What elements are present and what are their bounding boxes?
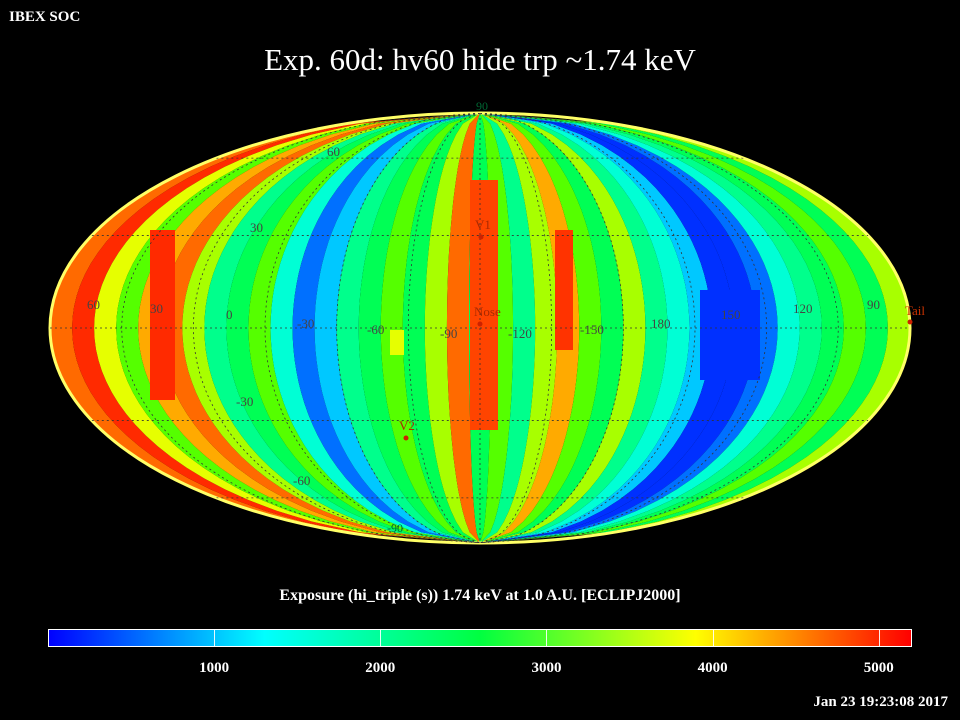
grid-meridian [479, 113, 696, 543]
v2-label: V2 [399, 418, 415, 433]
lon-label-m60: -60 [367, 322, 384, 337]
exposure-strip [480, 113, 602, 543]
exposure-cell [470, 180, 498, 430]
colorbar-tick-4000 [712, 629, 714, 647]
colorbar-label-4000: 4000 [697, 660, 728, 676]
exposure-cell [555, 230, 573, 350]
exposure-strip [446, 113, 480, 543]
exposure-strip [380, 113, 480, 543]
colorbar-label-3000: 3000 [531, 660, 562, 676]
colorbar-label-5000: 5000 [863, 660, 894, 676]
lon-label-0: 0 [226, 307, 233, 322]
colorbar-label-2000: 2000 [365, 660, 396, 676]
grid-meridian [479, 113, 839, 543]
colorbar-tick-3000 [546, 629, 548, 647]
exposure-strip [480, 113, 536, 543]
colorbar-tick-2000 [380, 629, 382, 647]
nose-marker: Nose [474, 304, 501, 327]
v1-label: V1 [475, 217, 491, 232]
map-title: Exp. 60d: hv60 hide trp ~1.74 keV [264, 42, 696, 77]
lat-label-m60: -60 [293, 473, 310, 488]
grid-meridian [121, 113, 481, 543]
south-pole-label: -90 [387, 521, 403, 535]
timestamp: Jan 23 19:23:08 2017 [813, 694, 948, 710]
lon-label-180: 180 [651, 316, 671, 331]
exposure-cell [390, 330, 404, 355]
lon-label-m90: -90 [440, 326, 457, 341]
nose-label: Nose [474, 304, 501, 319]
lon-label-m120: -120 [508, 326, 532, 341]
longitude-labels: 60 30 0 -30 -60 -90 -120 -150 180 150 12… [87, 297, 880, 341]
colorbar-tick-1000 [214, 629, 216, 647]
map-markers: Nose V1 V2 Tail [399, 217, 925, 441]
exposure-strip [480, 113, 624, 543]
exposure-strip [480, 113, 558, 543]
colorbar-label-1000: 1000 [199, 660, 230, 676]
latitude-labels: 60 30 -30 -60 [236, 144, 340, 488]
corner-label: IBEX SOC [9, 9, 81, 25]
lon-label-120: 120 [793, 301, 813, 316]
colorbar-tick-5000 [878, 629, 880, 647]
exposure-cell [150, 230, 175, 400]
colorbar-title: Exposure (hi_triple (s)) 1.74 keV at 1.0… [279, 587, 681, 604]
tail-label: Tail [905, 303, 925, 318]
exposure-strip [336, 113, 480, 543]
lat-label-60: 60 [327, 144, 340, 159]
sky-map: 90 -90 60 30 0 -30 -60 -90 -120 -150 180… [48, 99, 925, 545]
lon-label-30w: 30 [150, 301, 163, 316]
exposure-strip [402, 113, 480, 543]
tail-marker: Tail [905, 303, 925, 325]
exposure-strip [358, 113, 480, 543]
exposure-strip [424, 113, 480, 543]
lat-label-m30: -30 [236, 394, 253, 409]
lon-label-90: 90 [867, 297, 880, 312]
v2-marker: V2 [399, 418, 415, 441]
exposure-strip [480, 113, 580, 543]
lon-label-m150: -150 [580, 322, 604, 337]
lon-label-60w: 60 [87, 297, 100, 312]
pole-labels: 90 -90 [387, 99, 488, 535]
lon-label-m30: -30 [297, 316, 314, 331]
exposure-strips [50, 113, 910, 543]
north-pole-label: 90 [476, 99, 488, 113]
grid-meridian [192, 113, 481, 543]
lon-label-150: 150 [721, 307, 741, 322]
coordinate-grid [50, 113, 910, 543]
v1-marker: V1 [475, 217, 491, 240]
grid-meridian [264, 113, 481, 543]
exposure-cell [700, 290, 760, 380]
lat-label-30: 30 [250, 220, 263, 235]
colorbar [48, 629, 912, 647]
